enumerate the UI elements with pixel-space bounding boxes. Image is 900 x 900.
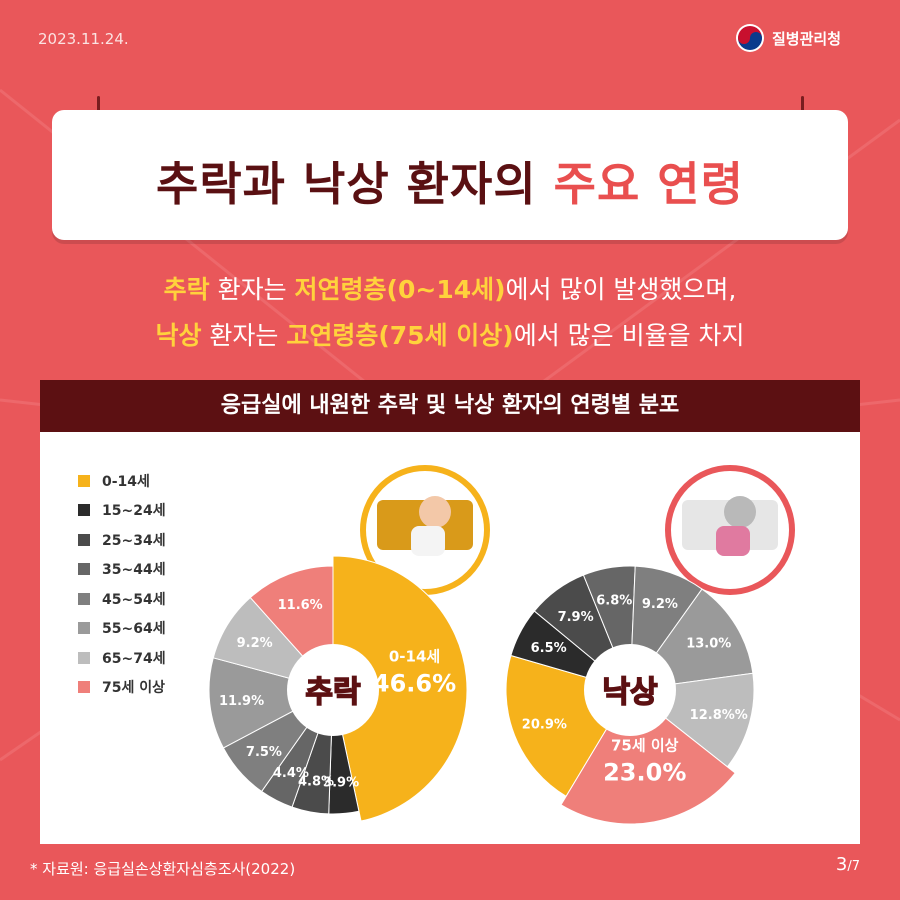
data-label: 6.5% [531, 641, 567, 656]
legend-item: 25~34세 [78, 525, 166, 555]
date-label: 2023.11.24. [38, 30, 129, 48]
data-label: 9.2% [642, 597, 678, 612]
pie-slice [208, 657, 335, 749]
taegeuk-icon [736, 24, 764, 52]
legend-label: 25~34세 [102, 532, 166, 549]
legend-label: 75세 이상 [102, 680, 165, 697]
panel-title: 응급실에 내원한 추락 및 낙상 환자의 연령별 분포 [40, 380, 860, 432]
legend-label: 55~64세 [102, 621, 166, 638]
org-name: 질병관리청 [772, 29, 842, 48]
data-label: 7.9% [558, 610, 594, 625]
subtitle-line-1: 추락 환자는 저연령층(0~14세)에서 많이 발생했으며, [163, 275, 737, 304]
legend-item: 45~54세 [78, 584, 166, 614]
legend-label: 65~74세 [102, 650, 166, 667]
legend-swatch [78, 651, 90, 664]
legend-swatch [78, 592, 90, 605]
source-note: * 자료원: 응급실손상환자심층조사(2022) [30, 860, 296, 878]
pie-center-label: 추락 [305, 675, 361, 710]
data-label: 7.5% [246, 745, 282, 760]
data-label: 20.9% [522, 718, 567, 733]
legend-label: 0-14세 [102, 473, 150, 490]
data-label: 46.6% [373, 669, 456, 697]
data-label: 9.2% [237, 636, 273, 651]
legend-swatch [78, 681, 90, 694]
legend-item: 75세 이상 [78, 673, 166, 703]
legend-item: 65~74세 [78, 643, 166, 673]
legend-item: 35~44세 [78, 555, 166, 585]
illustration [665, 465, 795, 595]
legend-item: 0-14세 [78, 466, 166, 496]
person-head-icon [724, 496, 756, 528]
title-card: 추락과 낙상 환자의 주요 연령 [52, 110, 848, 240]
pie-slice [560, 689, 736, 825]
data-label: 11.9% [219, 694, 264, 709]
data-label: 4.4% [273, 766, 309, 781]
page-indicator: 3/7 [836, 854, 860, 875]
person-head-icon [419, 496, 451, 528]
highlight-caption: 75세 이상 [611, 737, 679, 755]
legend-item: 15~24세 [78, 496, 166, 526]
page-title: 추락과 낙상 환자의 주요 연령 [156, 157, 744, 211]
org-logo: 질병관리청 [736, 24, 841, 52]
legend-swatch [78, 622, 90, 635]
legend-label: 35~44세 [102, 562, 166, 579]
data-label: 13.0% [686, 636, 731, 651]
data-label: 23.0% [603, 759, 686, 787]
pie-center [584, 644, 676, 736]
pie-slice [332, 555, 468, 822]
page-total: /7 [847, 859, 860, 874]
legend-label: 15~24세 [102, 503, 166, 520]
legend-swatch [78, 533, 90, 546]
pie-center [287, 644, 379, 736]
highlight-caption: 0-14세 [389, 647, 440, 665]
data-label: 3.9% [323, 776, 359, 791]
data-label: 4.8% [298, 774, 334, 789]
subtitle-line-2: 낙상 환자는 고연령층(75세 이상)에서 많은 비율을 차지 [155, 321, 745, 350]
illustration [360, 465, 490, 595]
person-body-icon [411, 526, 445, 556]
pie-center-label: 낙상 [602, 675, 658, 710]
data-label: 11.6% [278, 598, 323, 613]
page-number: 3 [835, 854, 848, 875]
legend-swatch [78, 563, 90, 576]
chart-legend: 0-14세 15~24세 25~34세 35~44세 45~54세 55~64세 65~74… [78, 466, 166, 702]
legend-swatch [78, 504, 90, 517]
data-label: 12.8%% [690, 708, 748, 723]
person-body-icon [716, 526, 750, 556]
pie-chart-0: 0-14세 46.6% 3.9%4.8%4.4% 7.5% 11.9% 9.2% 11.6%… [208, 465, 490, 822]
legend-item: 55~64세 [78, 614, 166, 644]
pie-chart-1: 20.9% 6.5% 7.9%6.8% 9.2% 13.0% 12.8%% 75세 이상 23… [505, 465, 795, 825]
legend-swatch [78, 474, 90, 487]
legend-label: 45~54세 [102, 591, 166, 608]
data-label: 6.8% [596, 593, 632, 608]
